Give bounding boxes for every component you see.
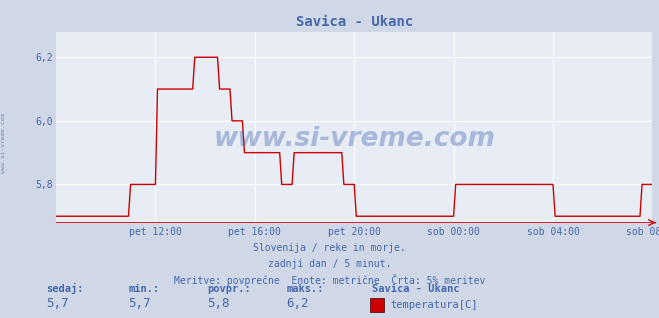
Title: Savica - Ukanc: Savica - Ukanc: [296, 15, 413, 29]
Text: www.si-vreme.com: www.si-vreme.com: [1, 113, 6, 173]
Text: temperatura[C]: temperatura[C]: [391, 300, 478, 310]
Text: Meritve: povprečne  Enote: metrične  Črta: 5% meritev: Meritve: povprečne Enote: metrične Črta:…: [174, 274, 485, 286]
Text: zadnji dan / 5 minut.: zadnji dan / 5 minut.: [268, 259, 391, 268]
Text: sedaj:: sedaj:: [46, 283, 84, 294]
Text: min.:: min.:: [129, 284, 159, 294]
Text: Slovenija / reke in morje.: Slovenija / reke in morje.: [253, 243, 406, 253]
Text: 5,8: 5,8: [208, 297, 230, 310]
Text: Savica - Ukanc: Savica - Ukanc: [372, 284, 460, 294]
Text: povpr.:: povpr.:: [208, 284, 251, 294]
Text: 6,2: 6,2: [287, 297, 309, 310]
Text: 5,7: 5,7: [129, 297, 151, 310]
Text: maks.:: maks.:: [287, 284, 324, 294]
Text: www.si-vreme.com: www.si-vreme.com: [214, 126, 495, 152]
Text: 5,7: 5,7: [46, 297, 69, 310]
